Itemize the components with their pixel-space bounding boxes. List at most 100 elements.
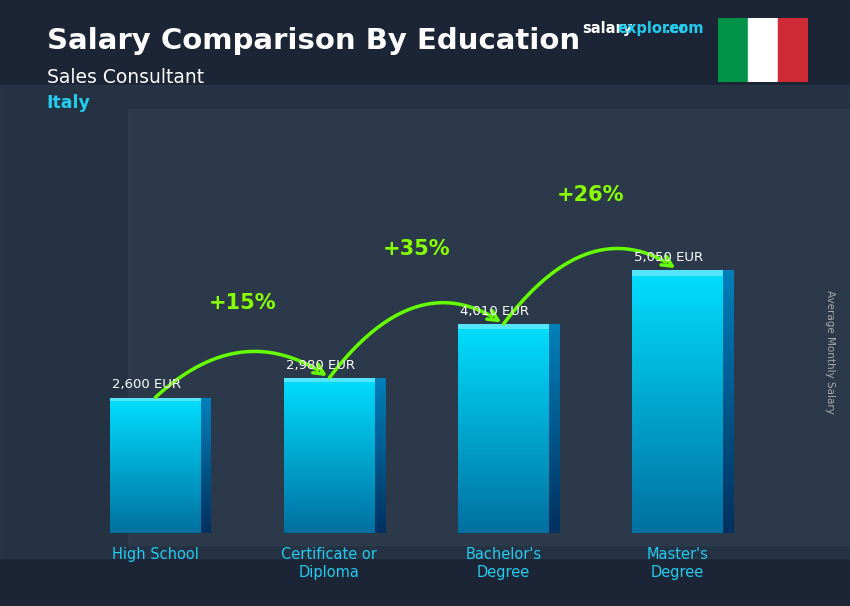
Bar bbox=[632, 279, 723, 283]
Bar bbox=[201, 501, 212, 503]
Bar bbox=[723, 494, 734, 497]
Bar bbox=[201, 520, 212, 521]
Bar bbox=[110, 491, 201, 493]
Bar bbox=[110, 493, 201, 494]
Bar bbox=[632, 484, 723, 487]
Bar bbox=[458, 350, 549, 353]
Bar bbox=[723, 415, 734, 418]
Bar bbox=[110, 430, 201, 431]
Bar bbox=[632, 332, 723, 336]
Bar bbox=[201, 499, 212, 501]
Bar bbox=[375, 514, 386, 516]
Bar bbox=[632, 388, 723, 391]
Bar bbox=[549, 382, 559, 384]
Bar bbox=[110, 423, 201, 425]
Bar bbox=[549, 494, 559, 497]
Bar bbox=[201, 508, 212, 510]
Bar bbox=[632, 464, 723, 467]
Bar bbox=[549, 337, 559, 339]
Bar bbox=[110, 521, 201, 523]
Bar bbox=[201, 478, 212, 479]
Bar bbox=[284, 401, 375, 403]
Bar bbox=[375, 387, 386, 390]
Bar bbox=[549, 350, 559, 353]
Bar bbox=[632, 411, 723, 415]
Bar bbox=[723, 342, 734, 345]
Bar bbox=[549, 486, 559, 489]
Bar bbox=[549, 489, 559, 491]
Bar bbox=[632, 527, 723, 530]
Bar bbox=[458, 366, 549, 368]
Bar bbox=[549, 531, 559, 533]
Bar bbox=[201, 486, 212, 487]
Bar bbox=[201, 461, 212, 462]
Bar bbox=[632, 405, 723, 408]
Bar bbox=[723, 507, 734, 510]
Text: 4,010 EUR: 4,010 EUR bbox=[461, 305, 530, 318]
Bar bbox=[632, 487, 723, 490]
Bar bbox=[375, 416, 386, 419]
Bar bbox=[201, 413, 212, 415]
Bar bbox=[549, 499, 559, 502]
Bar bbox=[549, 408, 559, 410]
Bar bbox=[110, 436, 201, 438]
Bar bbox=[632, 428, 723, 431]
Bar bbox=[723, 418, 734, 421]
Bar bbox=[549, 465, 559, 468]
Bar bbox=[0, 85, 850, 558]
Bar bbox=[201, 404, 212, 406]
Bar bbox=[549, 470, 559, 473]
Bar bbox=[549, 510, 559, 512]
Bar bbox=[284, 510, 375, 512]
Bar bbox=[549, 434, 559, 436]
Bar bbox=[632, 504, 723, 507]
Bar bbox=[458, 402, 549, 405]
Bar bbox=[632, 467, 723, 471]
Bar bbox=[458, 476, 549, 478]
Bar bbox=[723, 329, 734, 332]
Bar bbox=[375, 384, 386, 385]
Bar bbox=[375, 465, 386, 467]
Bar bbox=[110, 428, 201, 430]
Bar bbox=[632, 309, 723, 313]
Bar bbox=[284, 440, 375, 442]
Bar bbox=[284, 387, 375, 390]
Bar bbox=[284, 430, 375, 432]
Bar bbox=[375, 451, 386, 453]
Bar bbox=[723, 352, 734, 355]
Bar bbox=[723, 513, 734, 517]
Bar bbox=[458, 376, 549, 379]
Bar bbox=[723, 431, 734, 435]
Bar bbox=[632, 276, 723, 279]
Bar bbox=[110, 476, 201, 478]
Bar bbox=[778, 18, 807, 82]
Bar bbox=[632, 270, 723, 276]
Bar bbox=[458, 473, 549, 476]
Bar bbox=[284, 481, 375, 483]
Bar bbox=[458, 392, 549, 395]
Bar bbox=[723, 306, 734, 309]
Bar bbox=[110, 404, 201, 406]
Bar bbox=[201, 469, 212, 470]
Bar bbox=[201, 428, 212, 430]
Text: Italy: Italy bbox=[47, 94, 91, 112]
Bar bbox=[458, 329, 549, 331]
Bar bbox=[632, 368, 723, 372]
Bar bbox=[723, 362, 734, 365]
Bar bbox=[723, 273, 734, 276]
Bar bbox=[632, 438, 723, 441]
Bar bbox=[632, 270, 723, 273]
Bar bbox=[201, 402, 212, 404]
Bar bbox=[549, 452, 559, 454]
Bar bbox=[201, 470, 212, 472]
Bar bbox=[458, 337, 549, 339]
Bar bbox=[632, 494, 723, 497]
Bar bbox=[201, 530, 212, 531]
Bar bbox=[284, 438, 375, 440]
Bar bbox=[375, 395, 386, 397]
Bar bbox=[458, 454, 549, 458]
Bar bbox=[375, 463, 386, 465]
Bar bbox=[549, 331, 559, 335]
Bar bbox=[549, 504, 559, 507]
Bar bbox=[375, 419, 386, 421]
